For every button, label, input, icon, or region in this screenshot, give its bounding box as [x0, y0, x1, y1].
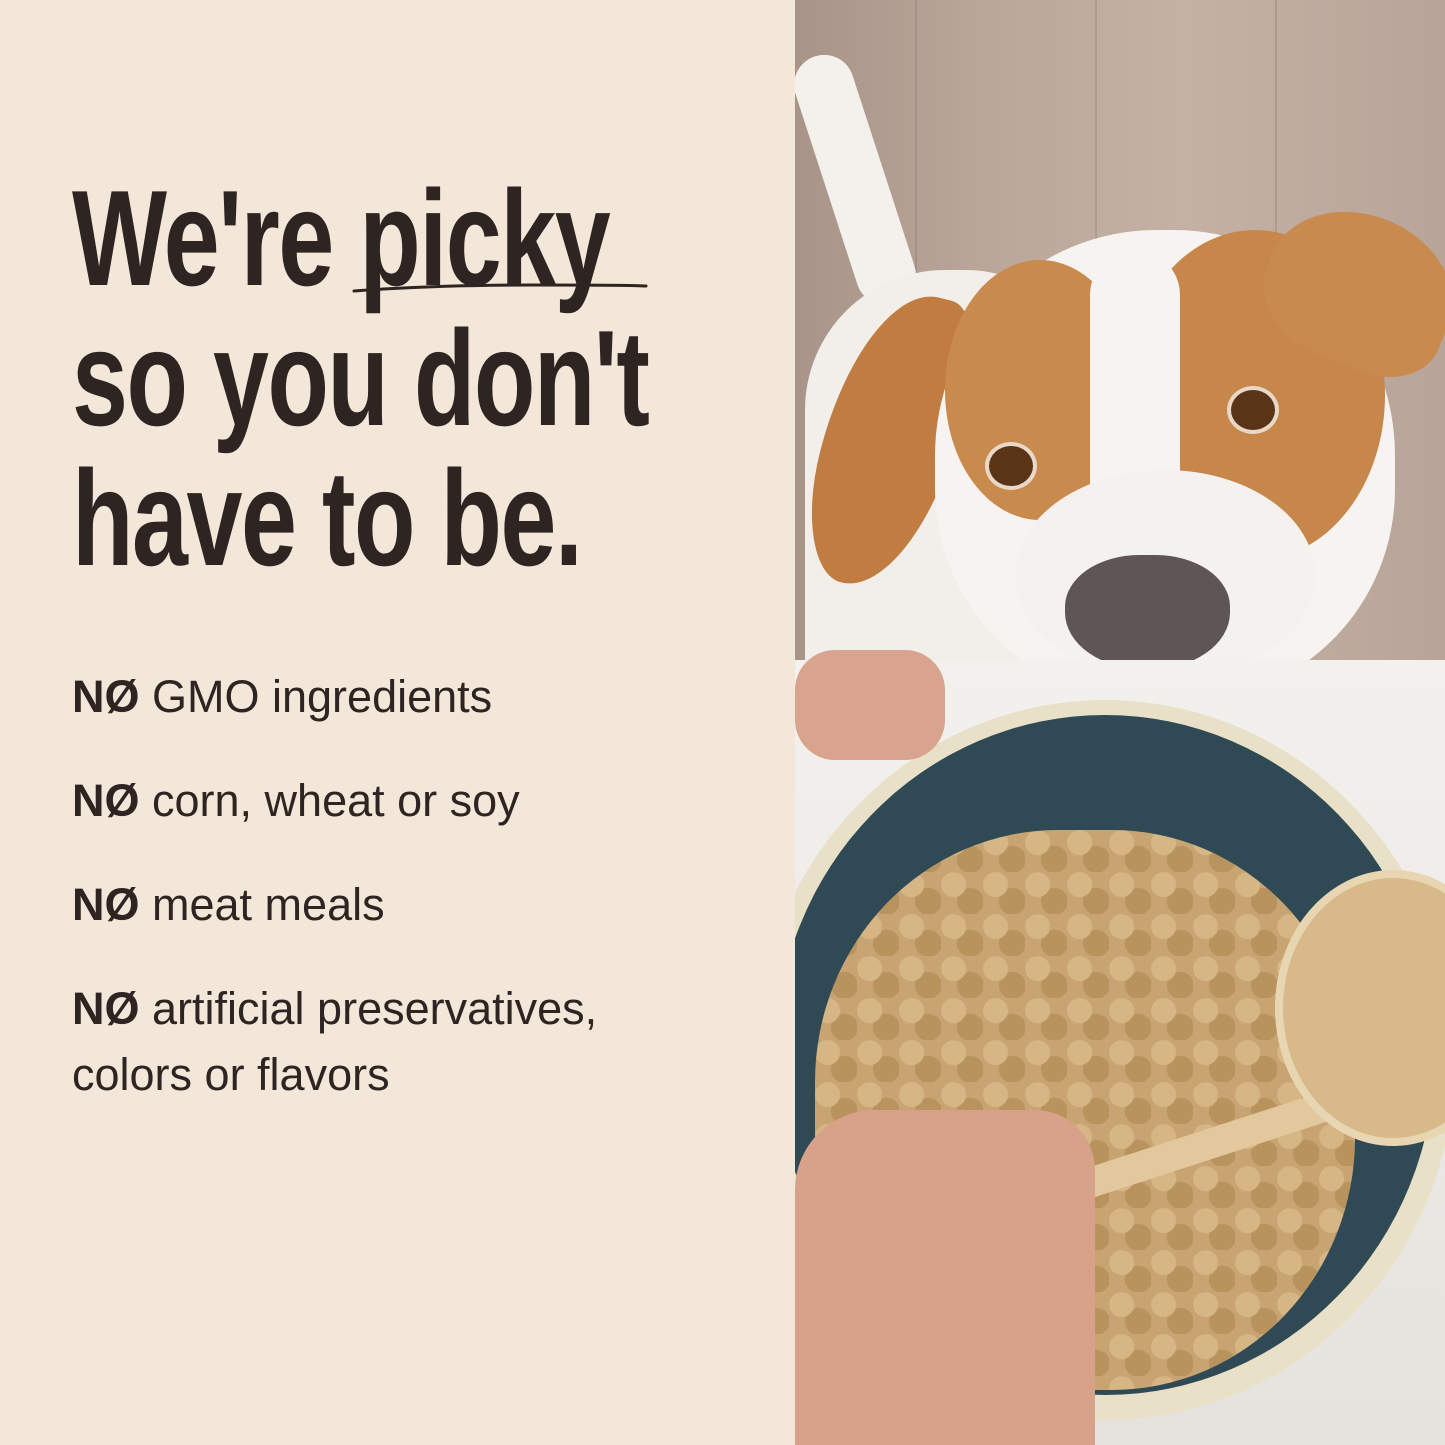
- dog-eye-right: [1227, 386, 1279, 434]
- claim-text: GMO ingredients: [152, 671, 493, 722]
- hand-drawn-underline: [352, 283, 648, 293]
- dog-tail: [795, 47, 924, 313]
- dog-nose: [1065, 555, 1230, 670]
- dog-eye-left: [985, 442, 1037, 490]
- claim-prefix: NØ: [72, 671, 140, 722]
- claim-text: artificial preservatives, colors or flav…: [72, 983, 598, 1100]
- claim-text: corn, wheat or soy: [152, 775, 520, 826]
- claim-prefix: NØ: [72, 879, 140, 930]
- claim-text: meat meals: [152, 879, 385, 930]
- headline: We're picky so you don't have to be.: [72, 168, 650, 594]
- text-panel: We're picky so you don't have to be. NØ …: [72, 168, 732, 1146]
- claim-item: NØ corn, wheat or soy: [72, 768, 732, 834]
- headline-line-3: have to be.: [72, 442, 583, 594]
- claim-prefix: NØ: [72, 983, 140, 1034]
- claim-item: NØ artificial preservatives, colors or f…: [72, 976, 722, 1108]
- claim-item: NØ GMO ingredients: [72, 664, 732, 730]
- claim-prefix: NØ: [72, 775, 140, 826]
- headline-line-2: so you don't: [72, 302, 650, 454]
- hand-holding-bowl: [795, 650, 945, 760]
- claim-item: NØ meat meals: [72, 872, 732, 938]
- hand-holding-scoop: [795, 1110, 1095, 1445]
- claims-list: NØ GMO ingredients NØ corn, wheat or soy…: [72, 664, 732, 1146]
- dog-photo: [795, 0, 1445, 1445]
